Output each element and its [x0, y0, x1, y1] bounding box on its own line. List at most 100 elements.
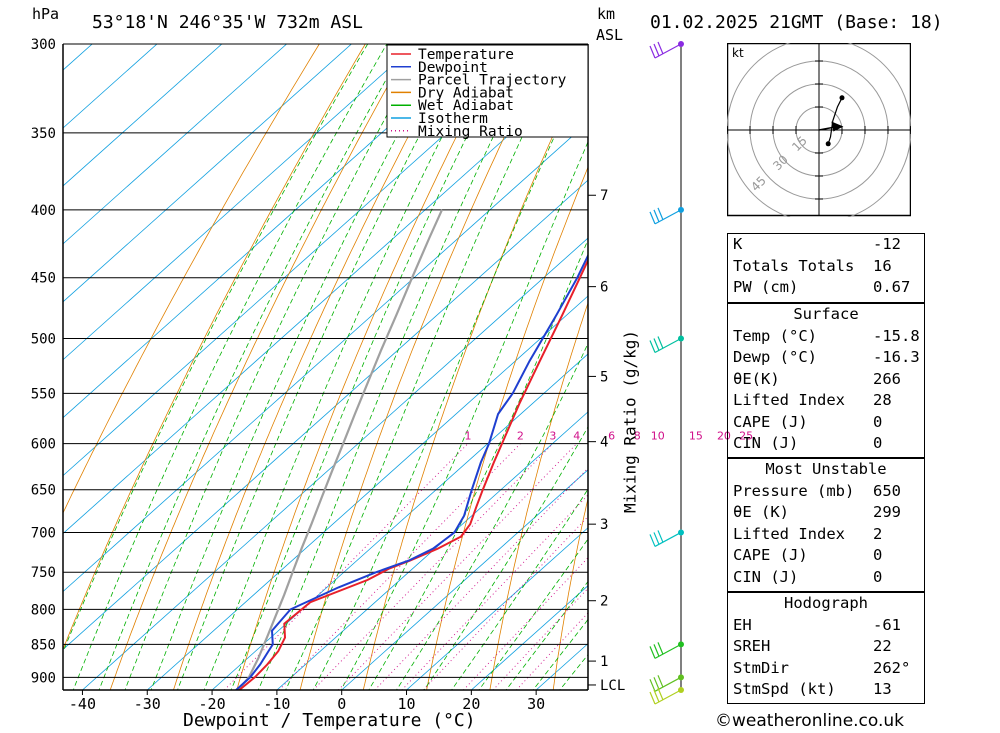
x-tick-label: 30 [527, 695, 545, 713]
wind-barb-flag [657, 207, 664, 221]
wind-barb-flag [649, 679, 656, 692]
mixing-ratio-label: 1 [464, 430, 471, 443]
wind-barb [649, 207, 682, 225]
isotherm-line [146, 295, 588, 690]
table-value: -61 [873, 615, 901, 634]
copyright[interactable]: ©weatheronline.co.uk [715, 711, 905, 731]
table-row: StmDir 262° [728, 658, 924, 680]
legend-entry: Mixing Ratio [418, 124, 523, 140]
mixing-ratio-line [223, 443, 469, 690]
mixing-ratio-line [337, 443, 578, 690]
table-row: CAPE (J) 0 [728, 412, 924, 434]
table-key: Temp (°C) [733, 326, 817, 345]
wet-adiabat-line [396, 342, 588, 690]
mixing-ratio-label: 8 [634, 430, 641, 443]
wind-barb [649, 336, 682, 354]
table-row: EH -61 [728, 615, 924, 637]
wind-barb-flag [649, 45, 656, 59]
wind-barb-flag [657, 336, 664, 349]
km-tick-label: 5 [600, 369, 608, 385]
dry-adiabat-line [489, 301, 588, 690]
isotherm-line [63, 121, 588, 593]
dry-adiabat-line [63, 44, 366, 651]
wet-adiabat-line [532, 618, 588, 690]
table-value: 22 [873, 637, 892, 655]
mixing-ratio-label: 6 [608, 430, 615, 443]
parcel-trajectory-line [237, 209, 444, 690]
dewpoint-line [235, 253, 588, 690]
hodograph-ring-label: 30 [770, 152, 791, 173]
dry-adiabat-line [173, 44, 458, 690]
dry-adiabat-line [236, 44, 504, 690]
hodograph-trace [827, 97, 843, 144]
wet-adiabat-line [451, 488, 588, 690]
pressure-tick-label: 900 [31, 670, 56, 686]
wet-adiabat-line [423, 426, 588, 690]
table-value: 262° [873, 658, 911, 677]
isotherm-line [63, 44, 223, 187]
table-key: θE (K) [733, 503, 789, 521]
mixing-ratio-label: 15 [689, 430, 703, 443]
mixing-ratio-label: 3 [549, 430, 556, 443]
x-tick-label: -40 [69, 695, 96, 713]
table-key: CIN (J) [733, 434, 799, 452]
pressure-tick-label: 600 [31, 437, 56, 453]
table-title: Surface [793, 305, 859, 323]
mixing-ratio-line [492, 587, 588, 690]
km-tick-label: 2 [600, 594, 608, 610]
wind-barb [649, 687, 682, 705]
most-unstable-table: Most Unstable Pressure (mb) 650 θE (K) 299 Li… [727, 458, 925, 592]
table-key: θE(K) [733, 369, 780, 388]
hodograph-ring-label: 15 [789, 133, 810, 154]
isotherm-line [82, 237, 588, 690]
x-tick-label: 0 [337, 695, 346, 713]
table-row: Pressure (mb) 650 [728, 481, 924, 503]
table-row: K -12 [728, 234, 924, 256]
isotherm-line [276, 411, 588, 690]
wind-barb-flag [649, 340, 656, 353]
dry-adiabat-line [63, 44, 320, 514]
pressure-tick-label: 400 [31, 203, 56, 219]
dry-adiabat-line [299, 44, 550, 690]
x-axis-title: Dewpoint / Temperature (°C) [183, 710, 476, 731]
dry-adiabat-line [990, 34, 1000, 690]
hodograph-unit: kt [732, 46, 744, 60]
x-tick-label: 20 [462, 695, 480, 713]
table-value: 650 [873, 481, 901, 500]
table-row: StmSpd (kt) 13 [728, 679, 924, 701]
table-value: 0 [873, 412, 883, 431]
table-key: PW (cm) [733, 278, 799, 296]
table-row: CIN (J) 0 [728, 567, 924, 589]
wind-barb [649, 642, 682, 659]
table-key: CIN (J) [733, 567, 799, 586]
isotherm-line [63, 44, 482, 419]
wind-barb-flag [657, 687, 664, 701]
table-value: 0 [873, 434, 883, 452]
wind-barb-flag [657, 642, 664, 655]
table-row: PW (cm) 0.67 [728, 277, 924, 299]
isotherm-line [406, 527, 588, 690]
isotherm-line [63, 44, 547, 477]
table-value: 28 [873, 391, 892, 409]
wet-adiabat-line [63, 44, 369, 654]
wind-barb-flag [653, 43, 660, 57]
pressure-tick-label: 350 [31, 126, 56, 142]
wind-barb-flag [657, 41, 664, 55]
wind-barb-flag [649, 534, 656, 547]
table-row: CAPE (J) 0 [728, 545, 924, 567]
wind-barb-flag [649, 691, 656, 705]
table-value: 0.67 [873, 278, 911, 296]
table-key: SREH [733, 637, 771, 655]
table-key: StmDir [733, 658, 789, 677]
table-key: K [733, 235, 743, 253]
table-row: Lifted Index 2 [728, 524, 924, 546]
isotherm-line [341, 469, 588, 690]
table-key: Pressure (mb) [733, 481, 855, 500]
pressure-tick-label: 550 [31, 386, 56, 402]
table-row: θE (K) 299 [728, 502, 924, 524]
km-unit-label: km [597, 5, 616, 23]
table-key: Lifted Index [733, 524, 845, 543]
legend-entry: Wet Adiabat [418, 98, 514, 114]
table-key: CAPE (J) [733, 412, 808, 431]
